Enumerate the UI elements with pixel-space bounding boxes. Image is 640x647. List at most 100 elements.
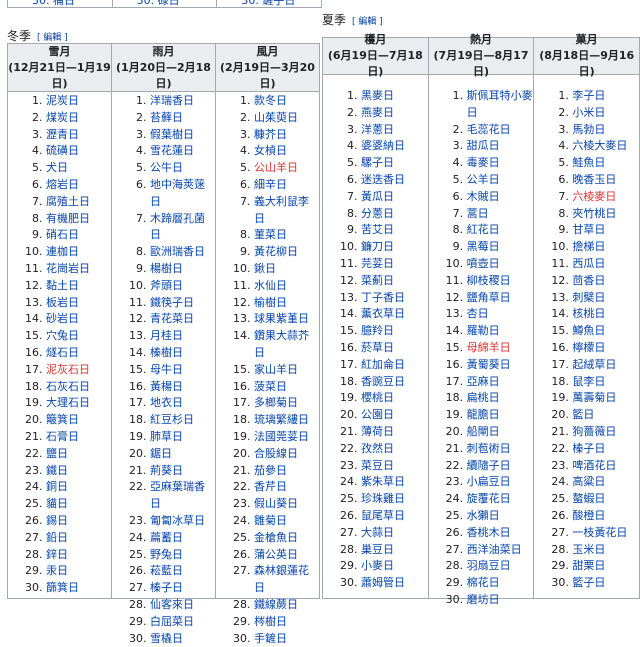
edit-text[interactable]: 編輯 [43, 33, 61, 43]
day-link[interactable]: 籃日 [572, 408, 594, 421]
day-link[interactable]: 糠芥日 [254, 128, 287, 141]
day-link[interactable]: 雪橇日 [150, 632, 183, 645]
day-link[interactable]: 船閘日 [467, 425, 500, 438]
day-link[interactable]: 砂岩日 [46, 312, 79, 325]
day-link[interactable]: 金槍魚日 [254, 531, 298, 544]
day-link[interactable]: 西瓜日 [572, 257, 605, 270]
day-link[interactable]: 榛子日 [572, 442, 605, 455]
day-link[interactable]: 雪花蓮日 [150, 144, 194, 157]
day-link[interactable]: 小麥日 [361, 559, 394, 572]
day-link[interactable]: 歐洲瑞香日 [150, 245, 205, 258]
day-link[interactable]: 野兔日 [150, 548, 183, 561]
day-link[interactable]: 錫日 [46, 514, 68, 527]
day-link[interactable]: 刺苞術日 [467, 442, 511, 455]
day-link[interactable]: 苔蘚日 [150, 111, 183, 124]
day-link[interactable]: 櫻桃日 [361, 391, 394, 404]
day-link[interactable]: 地衣日 [150, 396, 183, 409]
day-link[interactable]: 梣樹日 [254, 615, 287, 628]
day-link[interactable]: 黑莓日 [467, 240, 500, 253]
day-link[interactable]: 鐮刀日 [361, 240, 394, 253]
day-link[interactable]: 公牛日 [150, 161, 183, 174]
day-link[interactable]: 瀝青日 [46, 128, 79, 141]
day-link[interactable]: 巢豆日 [361, 543, 394, 556]
day-link[interactable]: 女楨日 [254, 144, 287, 157]
day-link[interactable]: 手鏟日 [254, 632, 287, 645]
day-link[interactable]: 水獺日 [467, 509, 500, 522]
day-link[interactable]: 斧頭日 [150, 279, 183, 292]
day-link[interactable]: 黃花柳日 [254, 245, 298, 258]
day-link[interactable]: 木蹄層孔菌日 [150, 212, 205, 242]
day-link[interactable]: 雛菊日 [254, 514, 287, 527]
day-link[interactable]: 鉛日 [46, 531, 68, 544]
strip-cell[interactable]: 30. 碌日 [113, 0, 218, 7]
strip-cell[interactable]: 30. 鏟子日 [217, 0, 321, 7]
day-link[interactable]: 臆羚日 [361, 324, 394, 337]
day-link[interactable]: 煤炭日 [46, 111, 79, 124]
day-link[interactable]: 洋蔥日 [361, 123, 394, 136]
day-link[interactable]: 棉花日 [467, 576, 500, 589]
day-link[interactable]: 合股線日 [254, 447, 298, 460]
strip-cell[interactable]: 30. 桶日 [8, 0, 113, 7]
day-link[interactable]: 細辛日 [254, 178, 287, 191]
day-link[interactable]: 萬壽菊日 [572, 391, 616, 404]
day-link[interactable]: 亞麻日 [467, 375, 500, 388]
day-link[interactable]: 磨坊日 [467, 593, 500, 606]
day-link[interactable]: 玉米日 [572, 543, 605, 556]
day-link[interactable]: 六棱麥日 [572, 190, 616, 203]
day-link[interactable]: 石膏日 [46, 430, 79, 443]
day-link[interactable]: 森林銀蓮花日 [254, 564, 309, 594]
day-link[interactable]: 香芹日 [254, 480, 287, 493]
day-link[interactable]: 酸橙日 [572, 509, 605, 522]
day-link[interactable]: 毛蕊花日 [467, 123, 511, 136]
day-link[interactable]: 菘藍日 [150, 564, 183, 577]
day-link[interactable]: 有機肥日 [46, 212, 90, 225]
day-link[interactable]: 球果紫堇日 [254, 312, 309, 325]
day-link[interactable]: 簸箕日 [46, 413, 79, 426]
day-link[interactable]: 大理石日 [46, 396, 90, 409]
day-link[interactable]: 花崗岩日 [46, 262, 90, 275]
day-link[interactable]: 晚香玉日 [572, 173, 616, 186]
day-link[interactable]: 地中海莢蒾日 [150, 178, 205, 208]
day-link[interactable]: 婆婆納日 [361, 139, 405, 152]
day-link[interactable]: 款冬日 [254, 94, 287, 107]
day-link[interactable]: 扁桃日 [467, 391, 500, 404]
day-link[interactable]: 黏土日 [46, 279, 79, 292]
day-link[interactable]: 多榔菊日 [254, 396, 298, 409]
day-link[interactable]: 黃楊日 [150, 380, 183, 393]
day-link[interactable]: 小扁豆日 [467, 475, 511, 488]
day-link[interactable]: 白屈菜日 [150, 615, 194, 628]
day-link[interactable]: 核桃日 [572, 307, 605, 320]
day-link[interactable]: 蒿日 [467, 207, 489, 220]
day-link[interactable]: 義大利鼠李日 [254, 195, 309, 225]
day-link[interactable]: 匍匐冰草日 [150, 514, 205, 527]
day-link[interactable]: 鐵筷子日 [150, 296, 194, 309]
day-link[interactable]: 楊樹日 [150, 262, 183, 275]
day-link[interactable]: 榛子日 [150, 581, 183, 594]
day-link[interactable]: 斯佩耳特小麥日 [467, 89, 533, 119]
day-link[interactable]: 螯蝦日 [572, 492, 605, 505]
day-link[interactable]: 法國莞荽日 [254, 430, 309, 443]
day-link[interactable]: 熔岩日 [46, 178, 79, 191]
day-link[interactable]: 硫磺日 [46, 144, 79, 157]
edit-link[interactable]: [ 編輯 ] [37, 33, 68, 43]
day-link[interactable]: 苦艾日 [361, 223, 394, 236]
day-link[interactable]: 紅花日 [467, 223, 500, 236]
day-link[interactable]: 榛樹日 [150, 346, 183, 359]
day-link[interactable]: 穴兔日 [46, 329, 79, 342]
day-link[interactable]: 籃子日 [572, 576, 605, 589]
day-link[interactable]: 薄荷日 [361, 425, 394, 438]
day-link[interactable]: 榆樹日 [254, 296, 287, 309]
day-link[interactable]: 假葉樹日 [150, 128, 194, 141]
day-link[interactable]: 芫荽日 [361, 257, 394, 270]
day-link[interactable]: 孜然日 [361, 442, 394, 455]
day-link[interactable]: 蒲公英日 [254, 548, 298, 561]
day-link[interactable]: 羅勒日 [467, 324, 500, 337]
day-link[interactable]: 噴壺日 [467, 257, 500, 270]
day-link[interactable]: 鹽日 [46, 447, 68, 460]
day-link[interactable]: 菫菜日 [254, 228, 287, 241]
day-link[interactable]: 起絨草日 [572, 358, 616, 371]
day-link[interactable]: 鑽果大蒜芥日 [254, 329, 309, 359]
day-link[interactable]: 紫朱草日 [361, 475, 405, 488]
day-link[interactable]: 鐵日 [46, 464, 68, 477]
day-link[interactable]: 銅日 [46, 480, 68, 493]
